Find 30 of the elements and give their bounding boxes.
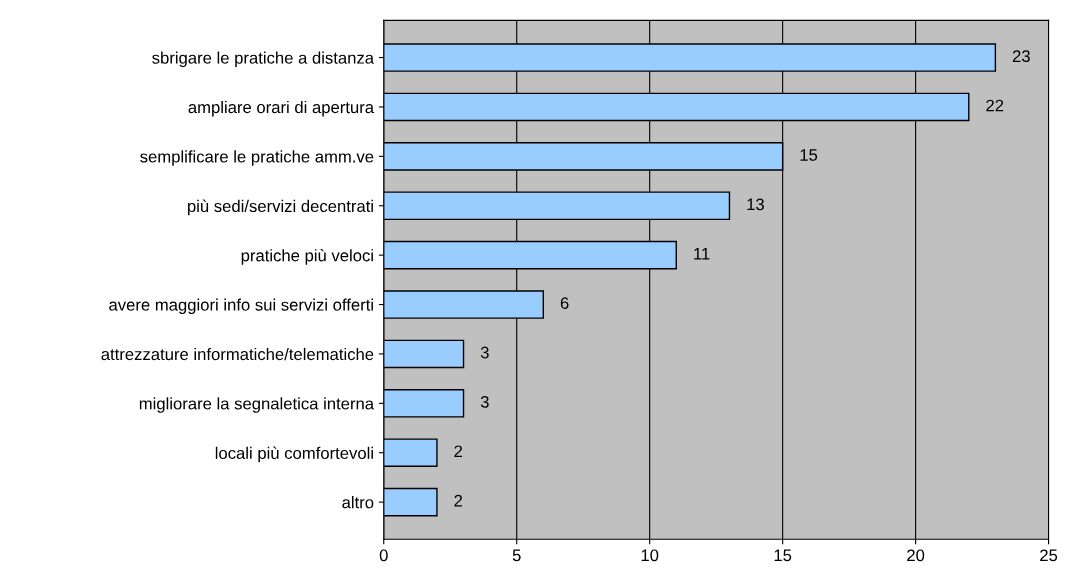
data-label: 6	[560, 297, 569, 310]
y-tick-label: ampliare orari di apertura	[188, 100, 375, 117]
data-label: 11	[694, 247, 710, 260]
x-tick-label: 5	[512, 549, 521, 562]
bar	[383, 389, 465, 418]
y-tick-label: avere maggiori info sui servizi offerti	[109, 298, 373, 315]
x-tick-label: 15	[774, 549, 792, 562]
data-label: 2	[454, 445, 463, 458]
x-tick-label: 10	[641, 549, 659, 562]
data-label: 23	[1012, 50, 1030, 63]
data-label: 3	[480, 395, 489, 408]
y-tick-label: migliorare la segnaletica interna	[139, 397, 375, 413]
data-label: 13	[747, 198, 764, 211]
x-tick-label: 0	[379, 549, 388, 562]
y-tick-label: locali più comfortevoli	[215, 446, 373, 463]
data-label: 22	[986, 99, 1004, 112]
data-label: 15	[800, 149, 818, 161]
y-tick-label: sbrigare le pratiche a distanza	[152, 51, 375, 68]
y-tick-label: altro	[342, 496, 374, 509]
y-tick-label: semplificare le pratiche amm.ve	[140, 150, 374, 166]
bar	[383, 438, 438, 467]
y-tick-label: attrezzature informatiche/telematiche	[101, 347, 374, 361]
y-tick-label: più sedi/servizi decentrati	[187, 199, 373, 216]
bar	[383, 487, 438, 517]
data-label: 2	[454, 494, 463, 507]
bar	[383, 339, 465, 369]
data-label: 3	[480, 346, 489, 359]
x-tick-label: 20	[907, 549, 925, 562]
y-tick-label: pratiche più veloci	[241, 249, 373, 265]
x-tick-label: 25	[1040, 549, 1058, 562]
